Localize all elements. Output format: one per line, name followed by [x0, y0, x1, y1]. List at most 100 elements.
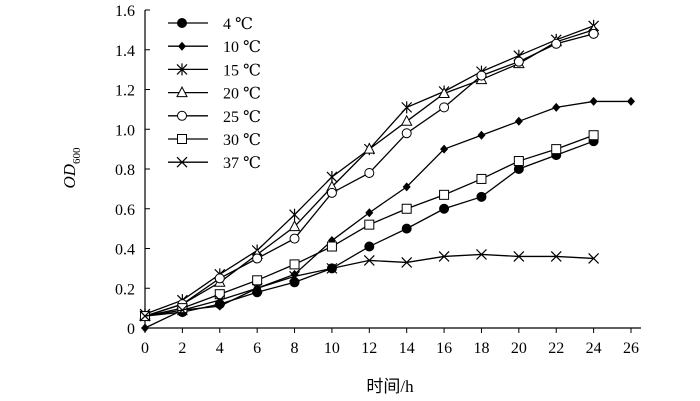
series-4 [140, 28, 599, 322]
y-axis-label-main: OD [60, 163, 79, 188]
data-point [214, 273, 225, 284]
legend-label: 10 ℃ [223, 39, 261, 56]
data-point [289, 270, 300, 282]
x-tick-label: 24 [586, 340, 602, 357]
legend-label: 4 ℃ [223, 16, 253, 33]
data-point [326, 241, 337, 252]
data-point [513, 56, 524, 67]
data-point [289, 208, 300, 221]
data-point [363, 255, 375, 266]
y-tick-label: 1.0 [115, 122, 135, 139]
y-axis-label: OD600 [60, 147, 83, 189]
data-point [551, 38, 562, 49]
data-point [176, 86, 188, 98]
data-point [513, 251, 525, 262]
data-point [251, 282, 263, 294]
data-point [476, 70, 487, 81]
data-point [440, 144, 449, 154]
series-5 [140, 130, 599, 322]
data-point [514, 116, 523, 126]
y-tick-label: 1.2 [115, 83, 135, 100]
series-layer [139, 19, 635, 333]
data-point [176, 63, 188, 76]
data-point [141, 323, 149, 333]
data-point [364, 219, 375, 230]
data-point [289, 233, 300, 244]
x-axis-label: 时间/h [366, 377, 414, 396]
data-point [401, 101, 413, 114]
data-point [401, 203, 412, 214]
data-point [439, 102, 450, 113]
legend-label: 30 ℃ [223, 132, 261, 149]
x-tick-label: 6 [253, 340, 261, 357]
x-tick-label: 12 [361, 340, 377, 357]
data-point [439, 203, 450, 214]
data-point [589, 96, 598, 106]
data-point [588, 130, 599, 141]
data-point [363, 142, 376, 154]
x-tick-label: 18 [473, 340, 489, 357]
y-tick-label: 0.4 [115, 242, 135, 259]
data-point [476, 173, 487, 184]
y-tick-label: 0.2 [115, 281, 135, 298]
x-tick-label: 14 [399, 340, 415, 357]
data-point [288, 220, 301, 232]
legend-label: 37 ℃ [223, 155, 261, 172]
legend-item: 15 ℃ [168, 62, 261, 79]
legend-item: 20 ℃ [168, 86, 261, 103]
data-point [476, 249, 487, 260]
x-tick-label: 8 [291, 340, 299, 357]
data-point [476, 191, 487, 202]
data-point [401, 256, 413, 268]
data-point [177, 110, 187, 121]
data-point [177, 134, 187, 144]
legend-item: 37 ℃ [168, 155, 261, 172]
x-tick-label: 0 [141, 340, 149, 357]
legend-label: 20 ℃ [223, 86, 261, 103]
data-point [252, 253, 263, 264]
data-point [252, 275, 263, 286]
x-tick-label: 16 [436, 340, 452, 357]
x-tick-label: 26 [623, 340, 639, 357]
data-point [588, 28, 599, 39]
data-point [177, 303, 188, 314]
series-6 [139, 249, 600, 322]
series-line [144, 100, 631, 329]
data-point [326, 187, 337, 198]
y-tick-label: 1.6 [115, 3, 135, 20]
legend-item: 10 ℃ [168, 39, 261, 56]
data-point [215, 301, 224, 311]
x-tick-label: 10 [324, 340, 340, 357]
x-tick-label: 4 [216, 340, 224, 357]
data-point [364, 241, 375, 252]
data-point [550, 251, 562, 262]
data-point [214, 294, 226, 306]
data-point [401, 128, 412, 139]
x-tick-label: 22 [548, 340, 564, 357]
data-point [401, 223, 412, 234]
axes: 00.20.40.60.81.01.21.41.60 2 4 6 8 10 12 14 16 18… [115, 3, 641, 357]
data-point [365, 208, 374, 218]
data-point [551, 144, 562, 155]
data-point [177, 18, 187, 28]
data-point [439, 189, 450, 200]
legend-label: 15 ℃ [223, 62, 261, 79]
data-point [513, 156, 524, 167]
data-point [438, 251, 450, 262]
data-point [176, 304, 188, 316]
data-point [588, 253, 600, 264]
data-point [438, 86, 450, 98]
x-tick-label: 2 [178, 340, 186, 357]
data-point [289, 259, 300, 270]
data-point [364, 167, 375, 178]
y-tick-label: 0.8 [115, 162, 135, 179]
data-point [400, 114, 413, 126]
y-tick-label: 0 [127, 321, 135, 338]
legend-item: 4 ℃ [168, 16, 253, 33]
data-point [176, 156, 188, 168]
data-point [214, 289, 225, 300]
y-axis-label-subscript: 600 [71, 147, 83, 164]
y-tick-label: 1.4 [115, 43, 135, 60]
legend-label: 25 ℃ [223, 109, 261, 126]
y-tick-label: 0.6 [115, 202, 135, 219]
